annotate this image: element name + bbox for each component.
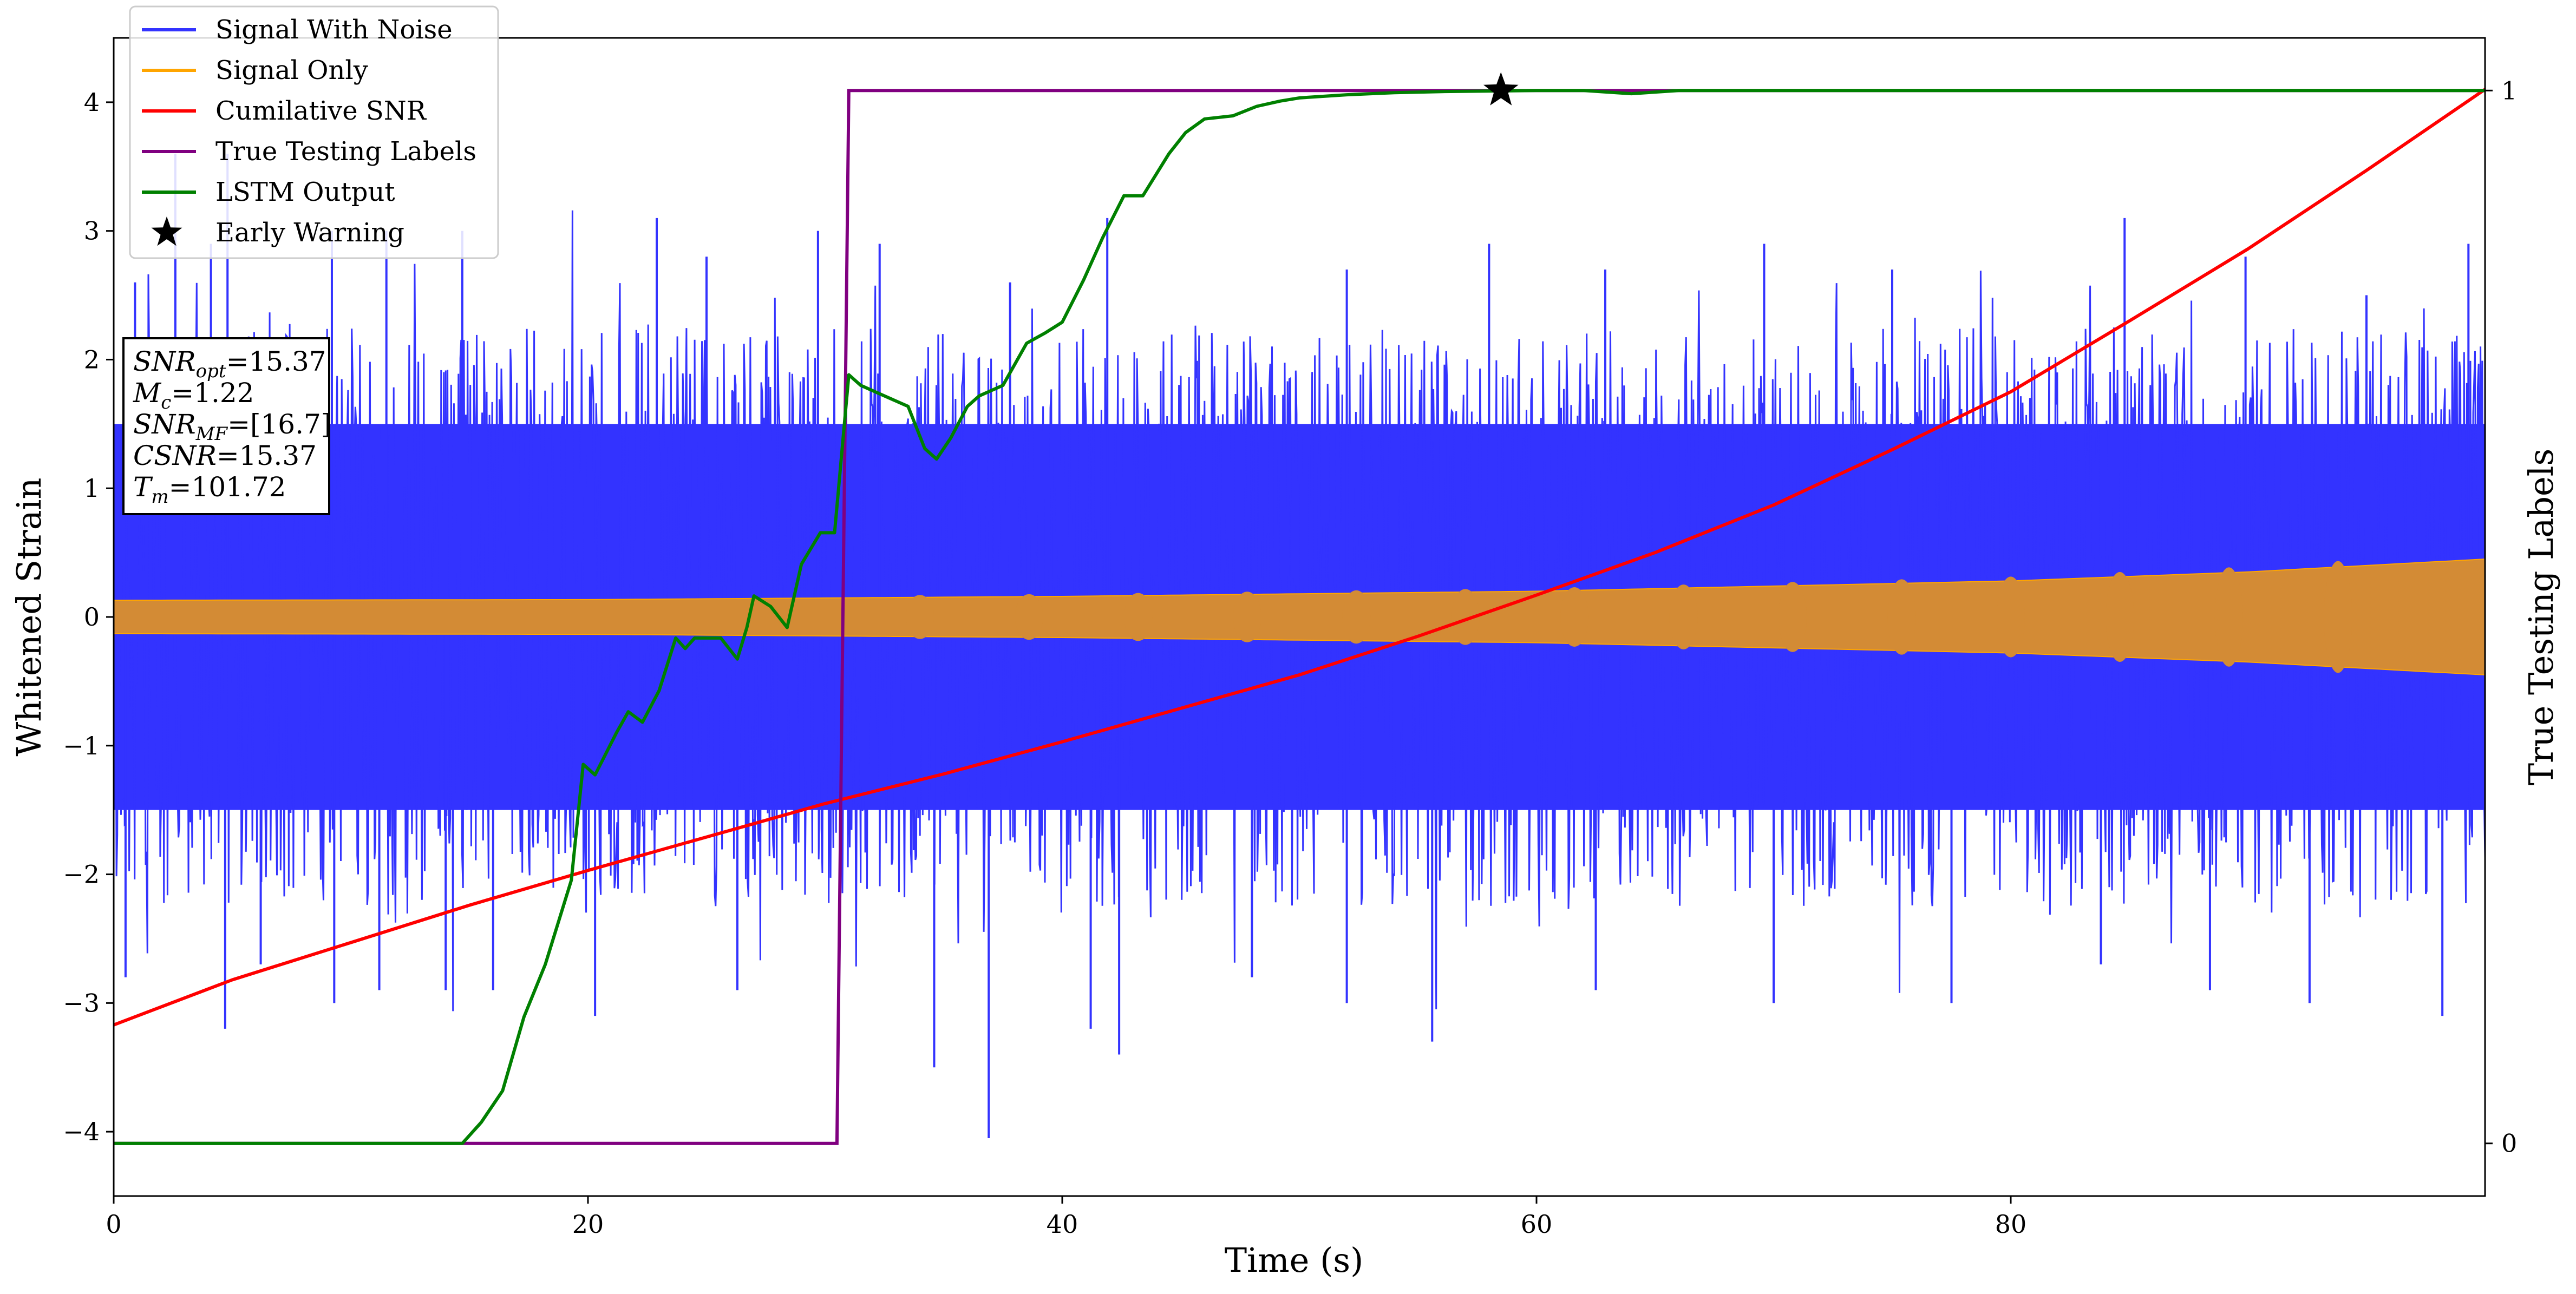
y-tick-label: −1 xyxy=(63,731,100,760)
x-tick-label: 80 xyxy=(1995,1210,2027,1239)
signal-bulge xyxy=(1015,594,1043,640)
y-tick-label: −3 xyxy=(63,988,100,1017)
y-right-tick-label: 0 xyxy=(2501,1129,2517,1158)
noise-trace xyxy=(114,210,2485,1011)
signal-bulge xyxy=(2106,572,2134,662)
legend-swatch-star xyxy=(151,216,182,246)
x-tick-label: 20 xyxy=(572,1210,604,1239)
series-lstm-output xyxy=(114,89,2485,1145)
signal-bulge xyxy=(2324,561,2352,673)
signal-bulge xyxy=(1342,590,1371,644)
y-tick-label: 2 xyxy=(84,345,100,374)
y-axis-right: 01 xyxy=(2485,76,2517,1158)
x-tick-label: 40 xyxy=(1047,1210,1078,1239)
info-box-frame xyxy=(122,337,330,515)
legend-label: True Testing Labels xyxy=(215,136,476,167)
signal-bulge xyxy=(1669,584,1698,649)
info-line: Mc=1.22 xyxy=(133,377,254,413)
series-cumilative-snr xyxy=(114,88,2485,1027)
signal-bulge xyxy=(1887,579,1916,655)
info-line: Tm=101.72 xyxy=(133,471,286,508)
signal-bulge xyxy=(1560,587,1589,647)
info-box: SNRopt=15.37Mc=1.22SNRMF=[16.7]CSNR=15.3… xyxy=(122,337,331,515)
y-axis-title: Whitened Strain xyxy=(9,478,49,757)
plot-area xyxy=(114,72,2485,1145)
signal-bulge xyxy=(906,595,934,639)
signal-bulge xyxy=(2214,567,2243,667)
signal-envelope xyxy=(114,558,2485,676)
legend-label: Signal With Noise xyxy=(215,15,453,45)
info-line: SNRMF=[16.7] xyxy=(133,409,331,445)
x-tick-label: 60 xyxy=(1521,1210,1553,1239)
y-tick-label: 1 xyxy=(84,474,100,503)
legend-label: Early Warning xyxy=(215,218,404,248)
series-early-warning xyxy=(1483,72,1519,106)
legend: Signal With Noise Signal Only Cumilative S… xyxy=(129,5,499,259)
y-tick-label: −4 xyxy=(63,1117,100,1146)
x-tick-label: 0 xyxy=(106,1210,121,1239)
y-tick-label: 3 xyxy=(84,216,100,246)
legend-label: Cumilative SNR xyxy=(215,96,427,126)
y-tick-label: −2 xyxy=(63,860,100,889)
early-warning-star xyxy=(1483,72,1519,106)
info-line: CSNR=15.37 xyxy=(133,440,317,471)
series-signal-only xyxy=(114,558,2485,676)
cumilative-snr-line xyxy=(114,88,2485,1027)
signal-bulge xyxy=(1124,593,1153,641)
x-axis-title: Time (s) xyxy=(1225,1240,1364,1280)
signal-bulge xyxy=(1451,589,1480,645)
x-axis: 0 20 40 60 80 xyxy=(106,1196,2026,1239)
signal-bulge xyxy=(1779,582,1807,652)
signal-bulge xyxy=(1233,592,1261,642)
lstm-output-line xyxy=(114,89,2485,1145)
y-axis-left: −4 −3 −2 −1 0 1 2 3 4 xyxy=(63,88,114,1146)
legend-box xyxy=(129,5,499,259)
y-tick-label: 0 xyxy=(84,602,100,632)
y-tick-label: 4 xyxy=(84,88,100,117)
legend-label: Signal Only xyxy=(215,55,368,86)
y-right-tick-label: 1 xyxy=(2501,76,2517,105)
signal-bulge xyxy=(1997,576,2025,658)
legend-label: LSTM Output xyxy=(215,177,395,207)
y-axis-right-title: True Testing Labels xyxy=(2521,449,2561,786)
info-line: SNRopt=15.37 xyxy=(133,346,326,382)
